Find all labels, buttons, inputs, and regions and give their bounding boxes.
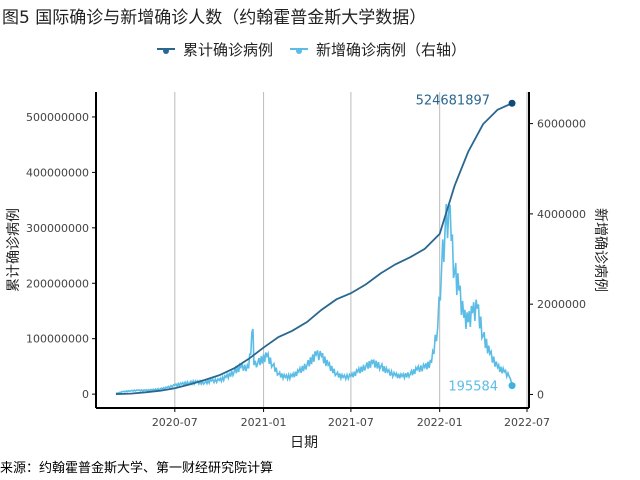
y-tick-label: 0 [82, 388, 89, 401]
y2-tick-label: 0 [537, 388, 544, 401]
x-tick-label: 2022-01 [417, 416, 463, 429]
y-tick-label: 300000000 [26, 222, 89, 235]
series-line-cumulative [115, 102, 513, 395]
legend-dot-cumulative [163, 48, 169, 54]
x-tick-label: 2020-07 [152, 416, 198, 429]
legend-label-cumulative: 累计确诊病例 [183, 41, 273, 59]
x-tick-label: 2021-01 [241, 416, 287, 429]
y2-tick-label: 4000000 [537, 208, 586, 221]
end-point-new [508, 382, 516, 390]
legend-dot-new [296, 48, 302, 54]
y2-axis-label: 新增确诊病例 [592, 208, 608, 292]
y-tick-label: 100000000 [26, 333, 89, 346]
y2-tick-label: 2000000 [537, 298, 586, 311]
y-tick-label: 200000000 [26, 277, 89, 290]
chart-title: 图5 国际确诊与新增确诊人数（约翰霍普金斯大学数据） [2, 8, 427, 28]
legend-label-new: 新增确诊病例（右轴） [316, 41, 466, 59]
x-tick-label: 2021-07 [328, 416, 374, 429]
x-tick-label: 2022-07 [504, 416, 550, 429]
y2-tick-label: 6000000 [537, 118, 586, 131]
y-tick-label: 400000000 [26, 166, 89, 179]
y-tick-label: 500000000 [26, 111, 89, 124]
end-label-cumulative: 524681897 [416, 93, 490, 108]
x-axis-label: 日期 [290, 435, 318, 451]
end-point-cumulative [508, 99, 516, 107]
legend: 累计确诊病例 新增确诊病例（右轴） [157, 41, 466, 59]
end-label-new: 195584 [448, 380, 498, 395]
series-line-new-cases [115, 203, 513, 395]
source-note: 来源：约翰霍普金斯大学、第一财经研究院计算 [0, 461, 274, 476]
y-axis-label: 累计确诊病例 [6, 208, 22, 292]
